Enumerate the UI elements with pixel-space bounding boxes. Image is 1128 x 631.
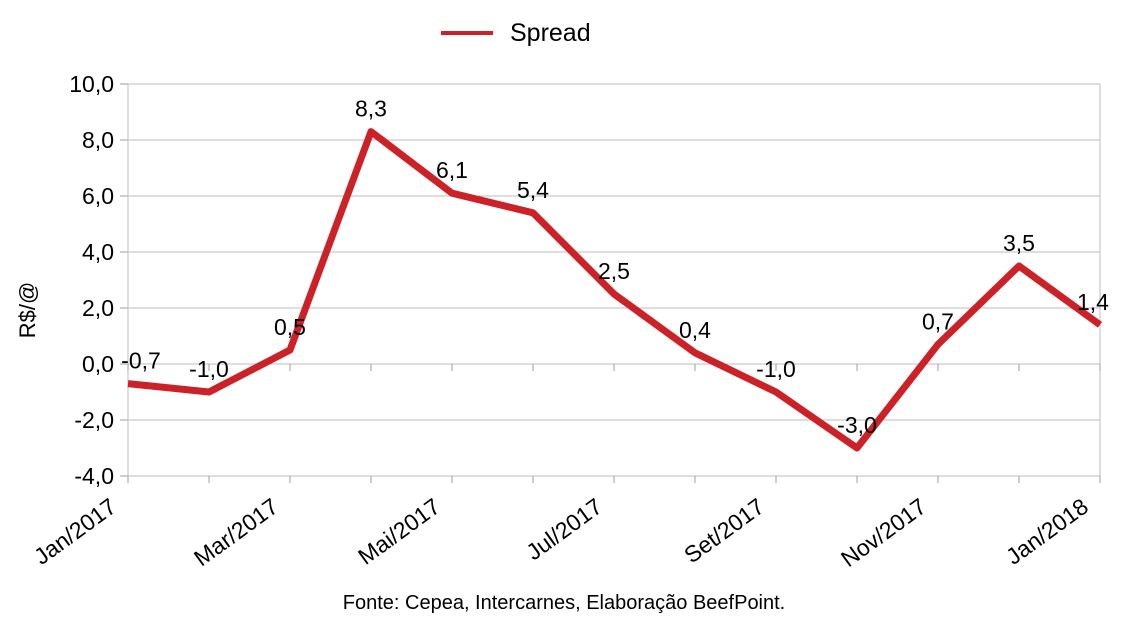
x-tick-label: Jan/2018 bbox=[1001, 493, 1093, 570]
y-tick-label: -2,0 bbox=[74, 407, 114, 433]
y-tick-label: 10,0 bbox=[69, 71, 114, 97]
data-label: 8,3 bbox=[355, 96, 387, 122]
x-tick-label: Jan/2017 bbox=[29, 493, 121, 570]
data-label: 5,4 bbox=[517, 177, 549, 203]
x-tick-label: Nov/2017 bbox=[836, 493, 931, 572]
x-tick-label: Mar/2017 bbox=[189, 493, 283, 571]
data-label: 0,4 bbox=[679, 317, 711, 343]
y-tick-label: 2,0 bbox=[82, 295, 114, 321]
series-line-spread bbox=[127, 128, 1103, 452]
data-label: -1,0 bbox=[756, 356, 796, 382]
data-label: 0,5 bbox=[274, 314, 306, 340]
y-tick-label: 6,0 bbox=[82, 183, 114, 209]
data-label: 1,4 bbox=[1077, 289, 1109, 315]
data-label: 6,1 bbox=[436, 157, 468, 183]
chart-legend: Spread bbox=[441, 19, 591, 47]
source-note: Fonte: Cepea, Intercarnes, Elaboração Be… bbox=[342, 592, 786, 614]
data-label: -1,0 bbox=[189, 356, 229, 382]
data-label: 0,7 bbox=[922, 308, 954, 334]
x-tick-label: Set/2017 bbox=[679, 493, 769, 568]
y-tick-label: 8,0 bbox=[82, 127, 114, 153]
y-tick-label: -4,0 bbox=[74, 463, 114, 489]
data-label: -3,0 bbox=[837, 412, 877, 438]
legend-series-label: Spread bbox=[510, 19, 591, 47]
x-tick-label: Jul/2017 bbox=[521, 493, 607, 565]
x-tick-label: Mai/2017 bbox=[353, 493, 445, 570]
legend-line-swatch bbox=[441, 31, 493, 35]
data-label: 2,5 bbox=[598, 258, 630, 284]
data-label: 3,5 bbox=[1003, 230, 1035, 256]
data-label: -0,7 bbox=[121, 348, 161, 374]
y-tick-label: 0,0 bbox=[82, 351, 114, 377]
y-tick-label: 4,0 bbox=[82, 239, 114, 265]
